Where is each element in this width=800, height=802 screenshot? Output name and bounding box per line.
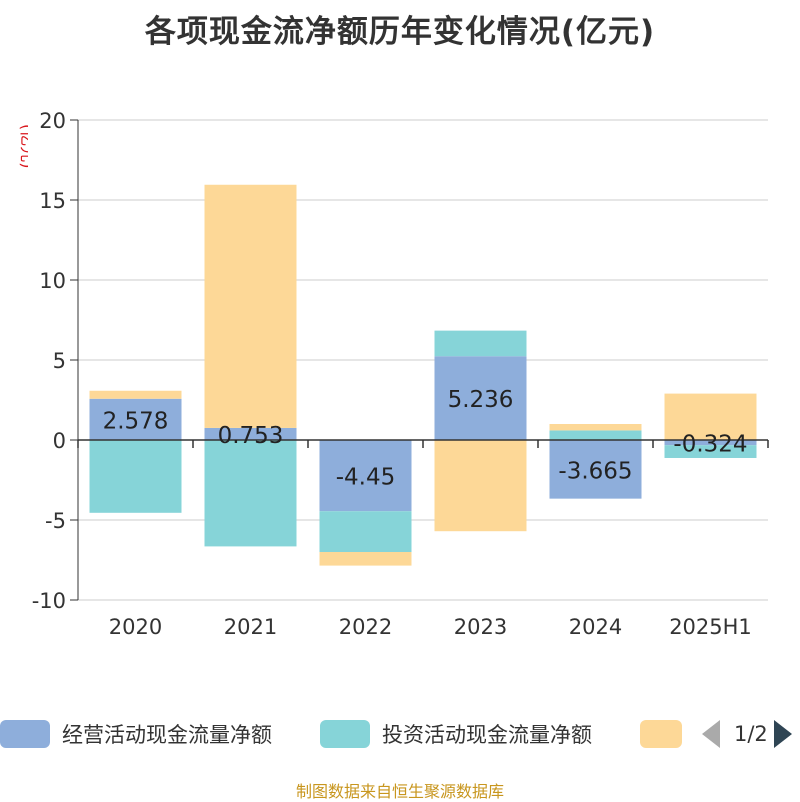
bar-s2-2025H1 [664,393,757,440]
bar-s1-2024 [549,430,642,440]
y-tick-label: 0 [53,429,66,453]
bar-s2-2024 [549,424,642,431]
data-label-operating: 5.236 [448,387,514,413]
data-source-note: 制图数据来自恒生聚源数据库 [295,782,504,801]
x-tick-label: 2023 [454,615,507,639]
legend-pager: 1/2 [700,714,800,754]
x-tick-label: 2022 [339,615,392,639]
bar-s0-2025H1 [664,440,757,446]
data-label-operating: -0.324 [673,432,747,458]
chart-title: 各项现金流净额历年变化情况(亿元) [144,14,656,50]
y-tick-label: 15 [39,189,66,213]
data-label-operating: 0.753 [218,423,284,449]
legend-label-investing: 投资活动现金流量净额 [382,723,592,747]
data-label-operating: 2.578 [103,408,169,434]
bar-s1-2020 [89,440,182,513]
legend-page-indicator: 1/2 [734,722,768,746]
bar-s0-2022 [319,440,412,512]
bar-s2-2023 [434,440,527,532]
y-tick-label: 5 [53,349,66,373]
legend: 经营活动现金流量净额 投资活动现金流量净额 [0,714,800,754]
y-tick-label: -5 [45,509,66,533]
legend-swatch-operating [0,720,50,748]
y-tick-label: 10 [39,269,66,293]
bar-s1-2022 [319,511,412,552]
legend-item-operating[interactable]: 经营活动现金流量净额 [0,714,272,754]
y-axis-unit-label: (亿元) [18,124,28,169]
bar-s1-2023 [434,330,527,357]
bar-s2-2022 [319,552,412,566]
svg-text:(亿元): (亿元) [18,124,28,169]
x-tick-label: 2020 [109,615,162,639]
x-tick-label: 2025H1 [669,615,752,639]
bar-s2-2020 [89,390,182,399]
legend-item-financing[interactable] [640,714,682,754]
bar-s0-2024 [549,440,642,499]
legend-next-page-icon[interactable] [773,720,792,748]
bar-s0-2021 [204,427,297,440]
bar-s1-2021 [204,440,297,547]
y-tick-label: 20 [39,109,66,133]
legend-item-investing[interactable]: 投资活动现金流量净额 [320,714,592,754]
x-tick-label: 2021 [224,615,277,639]
legend-label-operating: 经营活动现金流量净额 [62,723,272,747]
data-label-operating: -4.45 [336,465,396,491]
bar-s2-2021 [204,184,297,428]
legend-swatch-investing [320,720,370,748]
bar-s0-2020 [89,398,182,440]
x-tick-label: 2024 [569,615,622,639]
legend-prev-page-icon[interactable] [702,720,720,748]
bar-s0-2023 [434,356,527,440]
data-label-operating: -3.665 [558,458,632,484]
bar-s1-2025H1 [664,445,757,458]
y-tick-label: -10 [32,589,66,613]
legend-swatch-financing [640,720,682,748]
